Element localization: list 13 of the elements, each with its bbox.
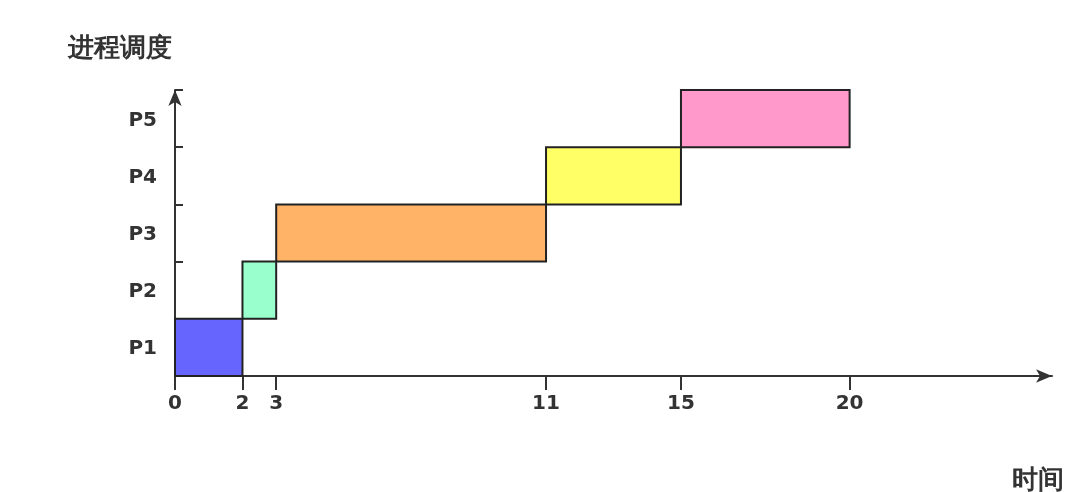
x-tick-label: 2 bbox=[235, 390, 250, 414]
x-tick-label: 0 bbox=[168, 390, 182, 414]
x-tick-label: 15 bbox=[667, 390, 695, 414]
y-tick-label: P2 bbox=[128, 278, 157, 303]
y-tick-label: P5 bbox=[128, 106, 157, 131]
x-tick-label: 20 bbox=[835, 390, 864, 414]
y-tick-label: P3 bbox=[128, 221, 157, 245]
x-axis-title: 时间 bbox=[1012, 464, 1064, 492]
x-tick-label: 11 bbox=[532, 390, 560, 414]
y-axis-title: 进程调度 bbox=[67, 32, 172, 62]
y-tick-label: P1 bbox=[128, 335, 157, 360]
x-tick-label: 3 bbox=[269, 390, 284, 414]
y-tick-label: P4 bbox=[128, 163, 157, 188]
